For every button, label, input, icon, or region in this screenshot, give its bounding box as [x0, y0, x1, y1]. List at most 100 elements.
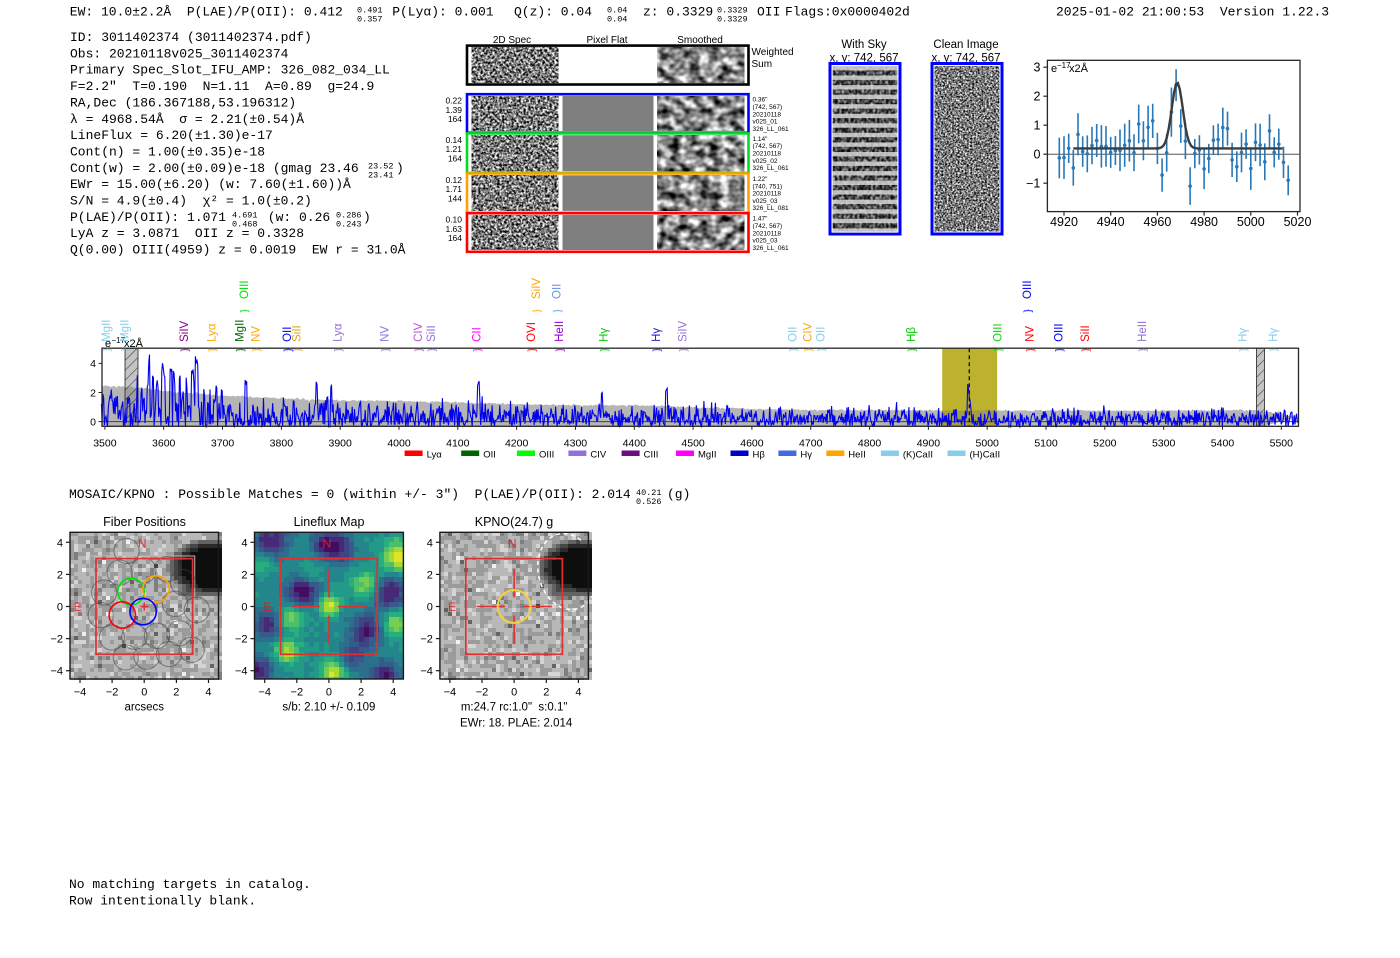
svg-text:4600: 4600 [740, 438, 764, 450]
svg-text:Lyα: Lyα [427, 450, 443, 461]
svg-text:MgII: MgII [698, 450, 716, 461]
svg-text:}: } [240, 309, 251, 313]
svg-text:4000: 4000 [387, 438, 411, 450]
svg-text:x, y: 742, 567: x, y: 742, 567 [829, 53, 898, 65]
svg-text:−4: −4 [444, 687, 457, 699]
svg-text:164: 164 [448, 233, 462, 243]
svg-text:4: 4 [90, 358, 96, 370]
svg-text:40.21: 40.21 [636, 488, 662, 498]
svg-text:OII: OII [552, 284, 564, 299]
svg-text:OIII: OIII [1022, 280, 1034, 299]
svg-text:v025_02: v025_02 [753, 158, 778, 165]
svg-text:}: } [283, 348, 294, 352]
svg-text:4500: 4500 [681, 438, 705, 450]
svg-text:CIV: CIV [803, 322, 815, 342]
svg-text:−17: −17 [112, 336, 126, 345]
svg-text:20210118: 20210118 [753, 191, 782, 198]
svg-text:OIII: OIII [1054, 323, 1066, 342]
svg-text:Cont(n) = 1.00(±0.35)e-18: Cont(n) = 1.00(±0.35)e-18 [70, 144, 265, 159]
svg-text:CIV: CIV [413, 322, 425, 342]
svg-text:With Sky: With Sky [841, 39, 887, 51]
svg-text:Q(0.00) OIII(4959) z = 0.0019: Q(0.00) OIII(4959) z = 0.0019 EW r = 31.… [70, 243, 406, 258]
svg-text:2: 2 [1033, 90, 1040, 104]
svg-text:3900: 3900 [329, 438, 353, 450]
svg-text:Hβ: Hβ [753, 450, 766, 461]
svg-text:0.491: 0.491 [357, 5, 383, 15]
svg-text:2025-01-02 21:00:53 Version 1: 2025-01-02 21:00:53 Version 1.22.3 [1056, 5, 1329, 20]
svg-text:1.39: 1.39 [445, 105, 462, 115]
svg-text:4960: 4960 [1143, 215, 1171, 229]
svg-text:Weighted: Weighted [752, 47, 794, 58]
svg-text:}: } [1238, 348, 1249, 352]
svg-text:23.52: 23.52 [368, 162, 394, 172]
svg-text:0: 0 [90, 416, 96, 428]
svg-text:}: } [532, 309, 543, 313]
svg-text:(742, 567): (742, 567) [753, 143, 783, 150]
svg-text:−4: −4 [235, 666, 248, 678]
svg-text:}: } [292, 348, 303, 352]
svg-text:4940: 4940 [1097, 215, 1125, 229]
svg-text:20210118: 20210118 [753, 151, 782, 158]
svg-text:Clean Image: Clean Image [933, 39, 998, 51]
svg-text:CIV: CIV [590, 450, 607, 461]
svg-text:1.22": 1.22" [753, 176, 769, 183]
svg-text:Primary Spec_Slot_IFU_AMP: 326: Primary Spec_Slot_IFU_AMP: 326_082_034_L… [70, 63, 390, 78]
svg-text:5100: 5100 [1034, 438, 1058, 450]
svg-text:4920: 4920 [1050, 215, 1078, 229]
svg-text:2: 2 [358, 687, 364, 699]
svg-text:3700: 3700 [211, 438, 235, 450]
svg-text:4.691: 4.691 [232, 211, 258, 221]
svg-text:SiII: SiII [292, 325, 304, 342]
svg-text:1: 1 [1033, 119, 1040, 133]
svg-text:1.71: 1.71 [445, 184, 462, 194]
svg-text:−2: −2 [476, 687, 489, 699]
svg-text:0.10: 0.10 [445, 215, 462, 225]
svg-text:1.14": 1.14" [753, 136, 769, 143]
svg-text:4980: 4980 [1190, 215, 1218, 229]
svg-text:v025_01: v025_01 [753, 119, 778, 126]
svg-text:326_LL_061: 326_LL_061 [753, 245, 790, 252]
svg-text:MgII: MgII [235, 320, 247, 342]
svg-text:0: 0 [326, 687, 332, 699]
svg-text:Hγ: Hγ [1238, 328, 1250, 342]
svg-text:P(Lyα): 0.001: P(Lyα): 0.001 [392, 5, 494, 20]
svg-text:HeII: HeII [554, 321, 566, 342]
svg-text:326_LL_061: 326_LL_061 [753, 165, 790, 172]
svg-text:z: 0.3329: z: 0.3329 [643, 5, 713, 20]
svg-text:5500: 5500 [1270, 438, 1294, 450]
svg-text:0.36": 0.36" [753, 97, 769, 104]
svg-text:−4: −4 [50, 666, 63, 678]
svg-text:}: } [207, 348, 218, 352]
svg-text:Row intentionally blank.: Row intentionally blank. [69, 893, 256, 908]
svg-text:}: } [102, 348, 113, 352]
svg-text:Hβ: Hβ [906, 327, 918, 342]
svg-text:(742, 567): (742, 567) [753, 223, 783, 230]
svg-text:4: 4 [390, 687, 396, 699]
svg-text:Lineflux Map: Lineflux Map [294, 515, 365, 529]
svg-text:−2: −2 [50, 634, 63, 646]
svg-text:EW: 10.0±2.2Å P(LAE)/P(OII):: EW: 10.0±2.2Å P(LAE)/P(OII): 0.412 [70, 5, 343, 20]
svg-text:SiIV: SiIV [179, 320, 191, 341]
svg-text:Fiber Positions: Fiber Positions [103, 515, 186, 529]
svg-text:0.04: 0.04 [607, 5, 627, 15]
svg-text:0: 0 [141, 687, 147, 699]
svg-text:x2Å: x2Å [1069, 62, 1089, 75]
svg-text:Cont(w) = 2.00(±0.09)e-18 (gma: Cont(w) = 2.00(±0.09)e-18 (gmag 23.46 [70, 161, 359, 176]
svg-text:v025_03: v025_03 [753, 198, 778, 205]
svg-text:(K)CaII: (K)CaII [903, 450, 933, 461]
svg-text:}: } [552, 309, 563, 313]
svg-text:): ) [363, 210, 371, 225]
svg-text:MgII: MgII [120, 320, 132, 342]
svg-text:OII: OII [282, 327, 294, 342]
svg-text:Lyα: Lyα [207, 323, 219, 342]
svg-text:OVI: OVI [526, 322, 538, 342]
svg-text:Q(z): 0.04: Q(z): 0.04 [514, 5, 592, 20]
svg-text:−4: −4 [74, 687, 87, 699]
svg-text:e: e [105, 338, 111, 350]
svg-text:2: 2 [543, 687, 549, 699]
svg-text:4: 4 [427, 537, 433, 549]
svg-text:5000: 5000 [1237, 215, 1265, 229]
svg-text:(H)CaII: (H)CaII [970, 450, 1001, 461]
svg-text:CII: CII [472, 327, 484, 342]
svg-text:m:24.7 rc:1.0" s:0.1": m:24.7 rc:1.0" s:0.1" [461, 702, 568, 714]
